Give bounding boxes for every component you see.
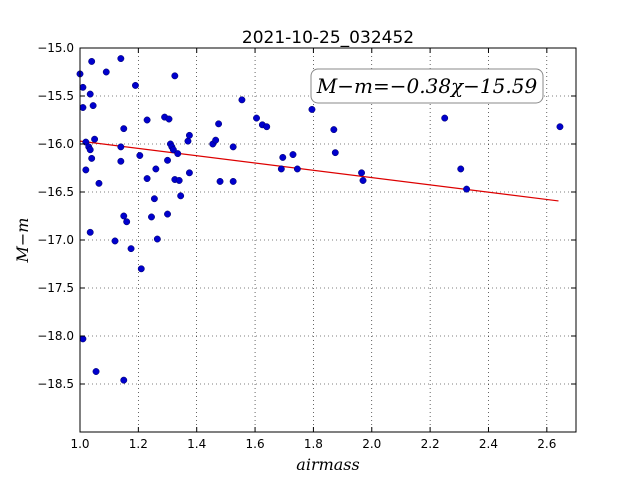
x-tick-label: 2.0 (362, 437, 381, 451)
data-point (308, 105, 316, 113)
data-point (82, 166, 90, 174)
data-point (137, 265, 145, 273)
data-points (76, 55, 564, 384)
data-point (79, 83, 87, 91)
annotation-box (310, 68, 544, 104)
data-point (111, 237, 119, 245)
x-tick-label: 1.0 (70, 437, 89, 451)
data-point (185, 169, 193, 177)
x-tick-label: 1.8 (304, 437, 323, 451)
y-tick-label: −17.5 (37, 281, 74, 295)
data-point (153, 235, 161, 243)
data-point (164, 156, 171, 164)
data-point (215, 120, 223, 128)
data-point (102, 68, 110, 76)
data-point (136, 152, 144, 159)
tick-labels: 1.0 1.2 1.4 1.6 1.8 2.0 2.2 2.4 2.6 −15.0 −15.5 −16… (37, 41, 556, 451)
data-point (263, 123, 271, 131)
x-tick-label: 2.6 (537, 437, 556, 451)
data-point (174, 150, 182, 158)
data-point (331, 149, 339, 157)
x-tick-label: 1.2 (129, 437, 148, 451)
data-point (216, 177, 224, 185)
fit-equation-label: M−m=−0.38χ−15.59 (316, 74, 538, 98)
y-tick-label: −18.0 (37, 329, 74, 343)
data-point (91, 135, 99, 143)
data-point (79, 335, 87, 343)
fit-annotation: M−m=−0.38χ−15.59 (310, 68, 544, 104)
data-point (441, 114, 449, 122)
data-point (120, 376, 128, 384)
data-point (457, 165, 465, 173)
data-point (117, 55, 125, 63)
data-point (79, 104, 87, 111)
x-axis-label: airmass (296, 455, 359, 474)
y-tick-label: −18.5 (37, 377, 74, 391)
data-point (177, 192, 185, 200)
data-point (150, 195, 158, 203)
data-point (164, 210, 171, 218)
data-point (120, 125, 128, 133)
data-point (89, 102, 97, 110)
data-point (289, 151, 297, 159)
data-point (359, 177, 367, 184)
data-point (165, 115, 173, 123)
data-point (358, 169, 366, 177)
x-tick-label: 1.6 (246, 437, 265, 451)
data-point (253, 114, 260, 122)
data-point (238, 96, 246, 104)
chart-title: 2021-10-25_032452 (242, 28, 414, 48)
data-point (143, 175, 151, 183)
data-point (229, 143, 237, 151)
data-point (86, 146, 94, 154)
data-point (86, 228, 94, 236)
data-point (175, 177, 183, 184)
data-point (86, 90, 94, 98)
data-point (95, 179, 103, 187)
y-tick-label: −15.0 (37, 41, 74, 55)
data-point (171, 72, 179, 80)
data-point (143, 116, 151, 124)
data-point (229, 177, 237, 185)
data-point (277, 165, 285, 173)
data-point (117, 157, 125, 165)
data-point (131, 81, 139, 89)
data-point (88, 154, 96, 162)
x-tick-label: 2.2 (421, 437, 440, 451)
data-point (185, 131, 193, 139)
data-point (127, 245, 135, 253)
data-point (120, 212, 128, 220)
fit-line (79, 140, 559, 202)
y-tick-label: −16.0 (37, 137, 74, 151)
data-point (123, 218, 131, 226)
y-tick-label: −16.5 (37, 185, 74, 199)
data-point (169, 146, 177, 154)
data-point (212, 136, 220, 144)
y-tick-label: −15.5 (37, 89, 74, 103)
data-point (279, 153, 287, 161)
data-point (556, 123, 564, 131)
data-point (117, 143, 125, 151)
x-tick-label: 2.4 (479, 437, 498, 451)
data-point (293, 165, 301, 173)
y-tick-label: −17.0 (37, 233, 74, 247)
data-point (152, 165, 160, 173)
data-point (330, 126, 338, 134)
data-point (88, 57, 96, 65)
axis-ticks (79, 47, 576, 432)
data-point (184, 137, 192, 145)
data-point (148, 213, 155, 221)
data-point (92, 368, 100, 375)
fit-line-layer (79, 140, 559, 202)
y-axis-label: M−m (13, 218, 32, 264)
data-point (463, 185, 471, 193)
x-tick-label: 1.4 (187, 437, 206, 451)
